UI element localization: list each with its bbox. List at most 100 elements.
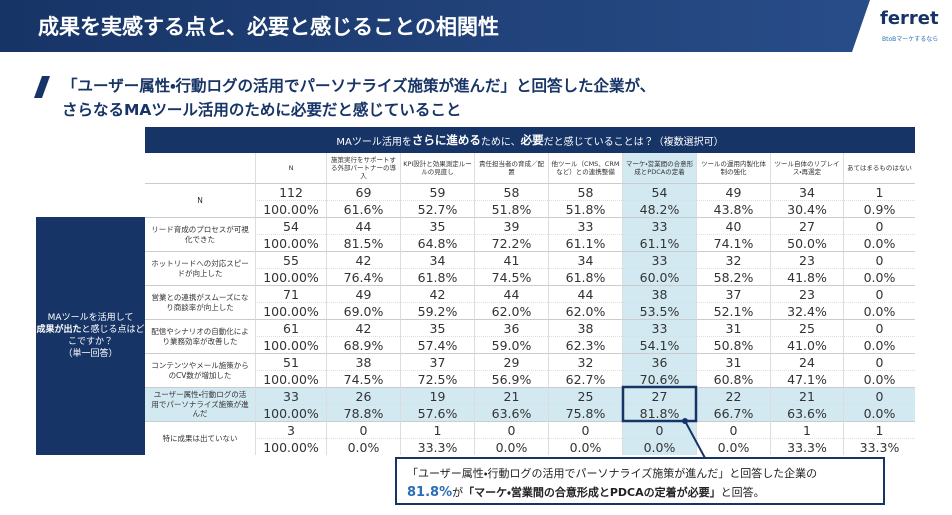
count-cell: 112 — [255, 183, 326, 200]
percent-cell: 62.0% — [548, 302, 622, 319]
column-header: あてはまるものはない — [843, 153, 915, 183]
percent-cell: 100.00% — [255, 234, 326, 251]
count-cell: 37 — [696, 285, 770, 302]
count-cell: 0 — [843, 387, 915, 404]
count-cell: 0 — [474, 421, 548, 438]
count-cell: 0 — [696, 421, 770, 438]
percent-cell: 100.00% — [255, 370, 326, 387]
percent-cell: 62.7% — [548, 370, 622, 387]
percent-cell: 60.8% — [696, 370, 770, 387]
table-caption: MAツール活用を さらに進める ために、 必要 だと感じていることは？（複数選択可） — [145, 127, 915, 153]
percent-cell: 61.8% — [548, 268, 622, 285]
row-label: ホットリードへの対応スピードが向上した — [145, 251, 255, 285]
percent-cell: 62.0% — [474, 302, 548, 319]
count-cell: 27 — [770, 217, 843, 234]
percent-cell: 0.0% — [474, 438, 548, 455]
count-cell: 31 — [696, 353, 770, 370]
percent-cell: 48.2% — [622, 200, 696, 217]
count-cell: 69 — [326, 183, 400, 200]
percent-cell: 52.1% — [696, 302, 770, 319]
count-cell: 0 — [326, 421, 400, 438]
count-cell: 36 — [474, 319, 548, 336]
percent-cell: 74.5% — [474, 268, 548, 285]
caption-part: ために、 — [480, 136, 521, 148]
percent-cell: 56.9% — [474, 370, 548, 387]
column-header: マーケ・営業間の合意形成とPDCAの定着 — [622, 153, 696, 183]
percent-cell: 72.5% — [400, 370, 474, 387]
side-part: （単一回答） — [63, 349, 118, 360]
percent-cell: 0.0% — [843, 302, 915, 319]
percent-cell: 58.2% — [696, 268, 770, 285]
callout-bold: 「マーケ・営業間の合意形成とPDCAの定着が必要」 — [463, 485, 721, 499]
side-part: と感じる点はどこですか？ — [67, 324, 145, 347]
column-header: 施策実行をサポートする外部パートナーの導入 — [326, 153, 400, 183]
percent-cell: 76.4% — [326, 268, 400, 285]
column-header: ツールの運用内製化体制の強化 — [696, 153, 770, 183]
count-cell: 1 — [400, 421, 474, 438]
column-header: N — [255, 153, 326, 183]
count-cell: 0 — [843, 285, 915, 302]
count-cell: 35 — [400, 217, 474, 234]
callout-part: と回答。 — [720, 485, 765, 499]
percent-cell: 33.3% — [843, 438, 915, 455]
callout-highlight: 81.8% — [407, 484, 453, 500]
logo-text: ferret — [880, 8, 939, 29]
percent-cell: 72.2% — [474, 234, 548, 251]
count-cell: 37 — [400, 353, 474, 370]
percent-cell: 0.0% — [548, 438, 622, 455]
count-cell: 44 — [548, 285, 622, 302]
count-cell: 34 — [770, 183, 843, 200]
count-cell: 36 — [622, 353, 696, 370]
percent-cell: 32.4% — [770, 302, 843, 319]
count-cell: 31 — [696, 319, 770, 336]
row-label: ユーザー属性・行動ログの活用でパーソナライズ施策が進んだ — [145, 387, 255, 421]
logo: ferret BtoBマーケするなら — [852, 0, 952, 52]
count-cell: 1 — [770, 421, 843, 438]
count-cell: 32 — [696, 251, 770, 268]
count-cell: 61 — [255, 319, 326, 336]
count-cell: 1 — [843, 183, 915, 200]
percent-cell: 59.2% — [400, 302, 474, 319]
percent-cell: 81.5% — [326, 234, 400, 251]
row-label: 特に成果は出ていない — [145, 421, 255, 455]
percent-cell: 0.0% — [326, 438, 400, 455]
side-part: MAツールを活用して — [47, 312, 134, 323]
percent-cell: 0.9% — [843, 200, 915, 217]
percent-cell: 0.0% — [843, 268, 915, 285]
subtitle: さらなるMAツール活用のために必要だと感じていること — [62, 101, 462, 119]
percent-cell: 0.0% — [843, 404, 915, 421]
column-header: KPI設計と効果測定ルールの見直し — [400, 153, 474, 183]
count-cell: 32 — [548, 353, 622, 370]
count-cell: 54 — [622, 183, 696, 200]
percent-cell: 69.0% — [326, 302, 400, 319]
percent-cell: 52.7% — [400, 200, 474, 217]
count-cell: 41 — [474, 251, 548, 268]
percent-cell: 100.00% — [255, 268, 326, 285]
percent-cell: 100.00% — [255, 200, 326, 217]
count-cell: 25 — [548, 387, 622, 404]
count-cell: 42 — [326, 251, 400, 268]
percent-cell: 100.00% — [255, 438, 326, 455]
count-cell: 23 — [770, 251, 843, 268]
count-cell: 29 — [474, 353, 548, 370]
percent-cell: 50.8% — [696, 336, 770, 353]
count-cell: 38 — [548, 319, 622, 336]
percent-cell: 51.8% — [548, 200, 622, 217]
count-cell: 59 — [400, 183, 474, 200]
count-cell: 24 — [770, 353, 843, 370]
count-cell: 33 — [548, 217, 622, 234]
percent-cell: 60.0% — [622, 268, 696, 285]
percent-cell: 54.1% — [622, 336, 696, 353]
percent-cell: 63.6% — [770, 404, 843, 421]
percent-cell: 57.4% — [400, 336, 474, 353]
percent-cell: 74.5% — [326, 370, 400, 387]
count-cell: 51 — [255, 353, 326, 370]
percent-cell: 47.1% — [770, 370, 843, 387]
count-cell: 21 — [770, 387, 843, 404]
percent-cell: 53.5% — [622, 302, 696, 319]
percent-cell: 61.1% — [622, 234, 696, 251]
count-cell: 42 — [400, 285, 474, 302]
count-cell: 38 — [622, 285, 696, 302]
count-cell: 34 — [400, 251, 474, 268]
count-cell: 40 — [696, 217, 770, 234]
